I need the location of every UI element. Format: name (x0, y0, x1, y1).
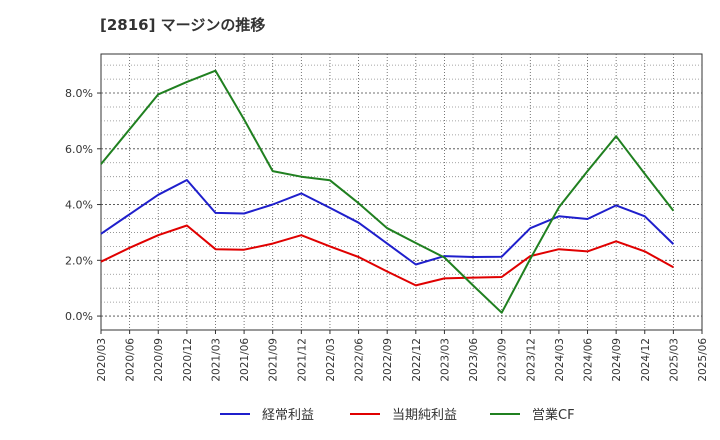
x-tick-label: 2024/09 (611, 338, 623, 382)
x-tick-label: 2021/06 (239, 338, 251, 382)
y-tick-label: 6.0% (65, 143, 93, 156)
x-tick-label: 2020/03 (96, 338, 108, 382)
y-tick-label: 0.0% (65, 310, 93, 323)
x-tick-label: 2024/06 (583, 338, 595, 382)
x-tick-label: 2023/03 (439, 338, 451, 382)
x-tick-label: 2023/12 (525, 338, 537, 382)
x-tick-label: 2025/03 (668, 338, 680, 382)
legend-label: 営業CF (532, 407, 575, 423)
y-tick-label: 2.0% (65, 254, 93, 267)
series-line (100, 69, 675, 314)
x-tick-label: 2020/09 (153, 338, 165, 382)
x-tick-label: 2022/03 (325, 338, 337, 382)
x-tick-label: 2025/06 (697, 338, 709, 382)
x-tick-label: 2024/03 (554, 338, 566, 382)
series-line (100, 224, 674, 287)
chart-title: [2816] マージンの推移 (100, 16, 266, 34)
plot-area-frame (100, 53, 703, 331)
x-tick-label: 2022/06 (354, 338, 366, 382)
x-tick-label: 2021/03 (210, 338, 222, 382)
y-tick-label: 4.0% (65, 199, 93, 212)
x-tick-label: 2022/09 (382, 338, 394, 382)
x-tick-label: 2020/12 (182, 338, 194, 382)
legend-label: 当期純利益 (392, 408, 457, 423)
x-tick-label: 2020/06 (125, 338, 137, 382)
y-tick-label: 8.0% (65, 87, 93, 100)
legend-label: 経常利益 (262, 408, 314, 423)
series-line (100, 179, 675, 266)
x-tick-label: 2022/12 (411, 338, 423, 382)
x-tick-label: 2021/12 (296, 338, 308, 382)
x-tick-label: 2021/09 (268, 338, 280, 382)
x-tick-label: 2024/12 (640, 338, 652, 382)
x-tick-label: 2023/09 (497, 338, 509, 382)
x-tick-label: 2023/06 (468, 338, 480, 382)
